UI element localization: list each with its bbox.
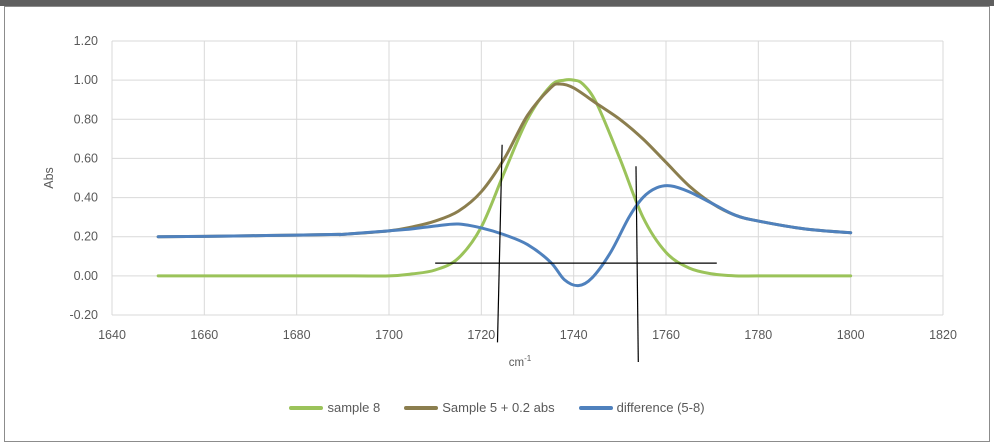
chart-border xyxy=(4,6,990,442)
x-tick-label: 1640 xyxy=(98,328,126,342)
annotation-line xyxy=(496,144,503,343)
series-line-2 xyxy=(156,82,853,239)
window-top-bar xyxy=(0,0,994,6)
y-tick-labels: -0.20 0.00 0.20 0.40 0.60 0.80 1.00 1.20 xyxy=(70,34,99,322)
y-tick-label: 0.40 xyxy=(74,191,98,205)
x-tick-label: 1740 xyxy=(560,328,588,342)
legend: sample 8 Sample 5 + 0.2 abs difference (5-… xyxy=(0,400,994,415)
y-tick-label: 0.00 xyxy=(74,269,98,283)
annotation-line xyxy=(635,166,639,362)
x-axis-label-exponent: -1 xyxy=(524,354,532,363)
legend-swatch xyxy=(578,405,613,410)
x-tick-labels: 1640 1660 1680 1700 1720 1740 1760 1780 1800 1820 xyxy=(98,328,957,342)
legend-label: Sample 5 + 0.2 abs xyxy=(442,400,555,415)
series-lines xyxy=(156,78,853,288)
x-tick-label: 1780 xyxy=(744,328,772,342)
grid-lines xyxy=(111,40,944,316)
x-tick-label: 1680 xyxy=(283,328,311,342)
x-axis-label: cm-1 xyxy=(509,354,532,369)
y-tick-label: 0.80 xyxy=(74,112,98,126)
x-tick-label: 1760 xyxy=(652,328,680,342)
legend-label: difference (5-8) xyxy=(616,400,705,415)
legend-swatch xyxy=(404,405,439,410)
y-tick-label: 0.20 xyxy=(74,230,98,244)
x-tick-label: 1660 xyxy=(190,328,218,342)
legend-item: difference (5-8) xyxy=(578,400,705,415)
x-tick-label: 1720 xyxy=(467,328,495,342)
y-tick-label: 0.60 xyxy=(74,151,98,165)
y-tick-label: -0.20 xyxy=(70,308,99,322)
legend-item: sample 8 xyxy=(289,400,380,415)
x-axis-label-unit: cm xyxy=(509,357,524,369)
legend-swatch xyxy=(289,405,324,410)
series-line-3 xyxy=(156,184,853,288)
x-tick-label: 1800 xyxy=(837,328,865,342)
legend-label: sample 8 xyxy=(327,400,381,415)
annotation-lines xyxy=(435,144,717,362)
y-axis-label: Abs xyxy=(42,167,56,189)
y-tick-label: 1.00 xyxy=(74,73,98,87)
legend-item: Sample 5 + 0.2 abs xyxy=(404,400,555,415)
y-tick-label: 1.20 xyxy=(74,34,98,48)
series-line-1 xyxy=(156,78,853,278)
x-tick-label: 1820 xyxy=(929,328,957,342)
x-tick-label: 1700 xyxy=(375,328,403,342)
